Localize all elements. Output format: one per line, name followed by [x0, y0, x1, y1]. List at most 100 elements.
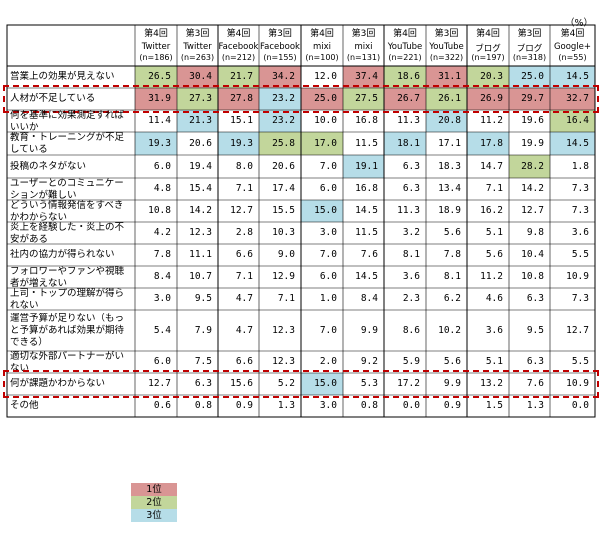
table-cell: 1.3 [526, 400, 544, 411]
table-cell: 25.0 [314, 93, 337, 104]
table-cell: 4.8 [153, 183, 171, 194]
table-cell: 26.9 [480, 93, 503, 104]
table-cell: 19.1 [355, 161, 378, 172]
row-label: 何を基準に効果測定すればいいか [10, 110, 125, 132]
row-label: 投稿のネタがない [10, 160, 87, 172]
table-cell: 7.1 [235, 183, 253, 194]
table-cell: 15.4 [189, 183, 212, 194]
row-label: どういう情報発信をすべきかわからない [10, 200, 124, 222]
table-cell: 7.1 [277, 293, 295, 304]
table-cell: 9.9 [443, 378, 461, 389]
table-cell: 3.0 [319, 400, 337, 411]
table-cell: 12.3 [272, 356, 295, 367]
row-label: 教育・トレーニングが不足している [10, 132, 125, 155]
table-cell: 0.9 [235, 400, 253, 411]
column-service: Google+ [553, 42, 592, 52]
column-sample-size: (n=221) [388, 53, 422, 62]
table-cell: 8.4 [360, 293, 378, 304]
table-cell: 23.2 [272, 115, 295, 126]
table-cell: 29.7 [521, 93, 544, 104]
rank-cell-bg [467, 66, 509, 88]
table-cell: 7.3 [571, 205, 589, 216]
table-cell: 0.8 [360, 400, 378, 411]
column-sample-size: (n=155) [263, 53, 297, 62]
table-cell: 8.1 [443, 271, 461, 282]
table-cell: 27.5 [355, 93, 378, 104]
table-cell: 6.3 [526, 293, 544, 304]
table-cell: 11.4 [148, 115, 171, 126]
table-cell: 6.6 [235, 249, 253, 260]
column-round: 第4回 [310, 29, 334, 39]
legend-swatch [131, 496, 177, 509]
rank-cell-bg [177, 110, 218, 132]
table-cell: 4.2 [153, 227, 171, 238]
table-cell: 5.1 [485, 227, 503, 238]
table-cell: 7.6 [526, 378, 544, 389]
table-cell: 1.5 [485, 400, 503, 411]
table-cell: 7.0 [319, 325, 337, 336]
table-cell: 4.7 [235, 293, 253, 304]
column-round: 第3回 [351, 29, 376, 39]
table-cell: 17.1 [438, 138, 461, 149]
table-cell: 5.3 [360, 378, 378, 389]
column-service: YouTube [429, 42, 464, 52]
column-sample-size: (n=318) [512, 53, 547, 62]
table-cell: 10.8 [148, 205, 171, 216]
table-cell: 5.6 [443, 227, 461, 238]
table-cell: 9.8 [526, 227, 544, 238]
table-cell: 18.6 [397, 71, 420, 82]
table-cell: 8.4 [153, 271, 171, 282]
table-cell: 17.2 [397, 378, 420, 389]
rank-cell-bg [384, 66, 426, 88]
table-cell: 6.3 [194, 378, 212, 389]
table-cell: 7.3 [571, 183, 589, 194]
rank-cell-bg [135, 88, 177, 110]
table-cell: 1.8 [571, 161, 589, 172]
table-cell: 11.1 [189, 249, 212, 260]
table-cell: 11.3 [397, 205, 420, 216]
table-cell: 34.2 [272, 71, 295, 82]
table-cell: 14.5 [566, 71, 589, 82]
column-round: 第4回 [226, 29, 251, 39]
table-cell: 12.7 [148, 378, 171, 389]
table-cell: 28.2 [521, 161, 544, 172]
table-cell: 6.3 [526, 356, 544, 367]
rank-cell-bg [467, 88, 509, 110]
table-cell: 19.4 [189, 161, 212, 172]
rank-cell-bg [301, 132, 343, 155]
rank-cell-bg [426, 110, 467, 132]
column-service: Facebook [218, 42, 259, 52]
table-cell: 5.9 [402, 356, 420, 367]
table-cell: 7.3 [571, 293, 589, 304]
table-cell: 15.6 [230, 378, 253, 389]
table-cell: 5.4 [153, 325, 171, 336]
rank-cell-bg [259, 88, 301, 110]
column-service: Twitter [183, 42, 212, 52]
table-cell: 0.6 [153, 400, 171, 411]
table-cell: 9.0 [277, 249, 295, 260]
column-round: 第3回 [434, 29, 459, 39]
table-cell: 5.5 [571, 249, 589, 260]
rank-cell-bg [550, 132, 595, 155]
row-label: 上司・トップの理解が得られない [10, 288, 125, 310]
table-cell: 2.8 [235, 227, 253, 238]
column-round: 第4回 [476, 29, 500, 39]
table-cell: 3.0 [319, 227, 337, 238]
table-cell: 5.2 [277, 378, 295, 389]
rank-cell-bg [509, 66, 550, 88]
table-cell: 13.2 [480, 378, 503, 389]
row-label: ユーザーとのコミュニケーションが難しい [10, 178, 124, 200]
table-cell: 10.0 [314, 115, 337, 126]
column-round: 第3回 [268, 29, 292, 39]
table-cell: 6.3 [402, 183, 420, 194]
table-cell: 11.2 [480, 271, 503, 282]
table-cell: 2.0 [319, 356, 337, 367]
table-cell: 6.3 [402, 161, 420, 172]
row-label: 適切な外部パートナーがいない [10, 351, 125, 373]
table-cell: 11.2 [480, 115, 503, 126]
table-cell: 8.6 [402, 325, 420, 336]
rank-cell-bg [177, 88, 218, 110]
table-cell: 10.3 [272, 227, 295, 238]
row-label: フォロワーやファンや視聴者が増えない [10, 266, 125, 288]
